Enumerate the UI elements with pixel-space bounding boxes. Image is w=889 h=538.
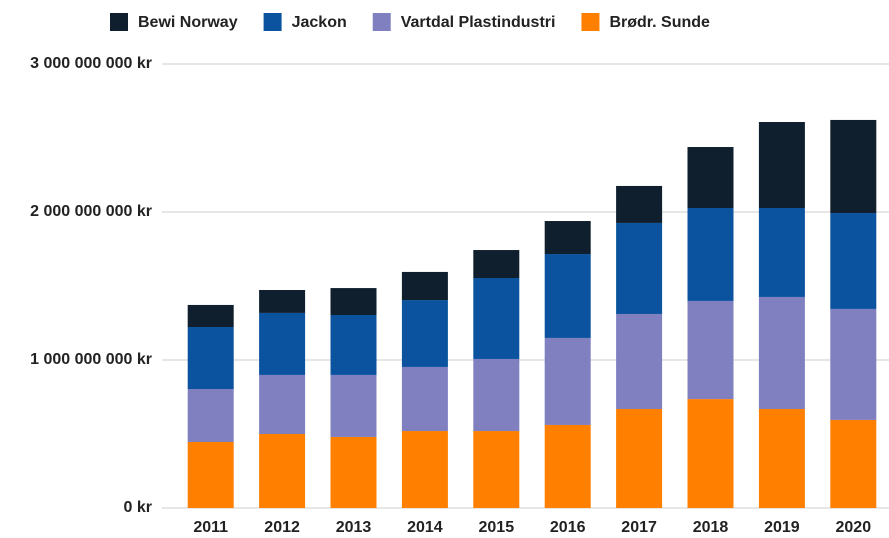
bar-segment	[687, 399, 734, 508]
bar-segment	[259, 434, 306, 508]
bar-segment	[830, 119, 877, 214]
bar-segment	[544, 254, 591, 338]
bar-segment	[758, 208, 805, 297]
bar-segment	[473, 358, 520, 432]
bar-segment	[544, 424, 591, 508]
bar-segment	[330, 436, 377, 508]
legend-label: Vartdal Plastindustri	[401, 14, 556, 31]
bar-segment	[616, 185, 663, 223]
x-tick-label: 2016	[550, 519, 586, 536]
bar-segment	[473, 250, 520, 279]
bar-segment	[687, 208, 734, 301]
y-tick-label: 0 kr	[124, 499, 152, 516]
x-tick-label: 2014	[407, 519, 443, 536]
x-tick-label: 2018	[693, 519, 729, 536]
bar-segment	[259, 374, 306, 434]
bar-segment	[187, 389, 234, 442]
legend-swatch	[263, 13, 282, 31]
bar-segment	[330, 288, 377, 316]
bar-segment	[758, 296, 805, 409]
bar-segment	[616, 408, 663, 508]
y-tick-label: 2 000 000 000 kr	[30, 203, 152, 220]
x-tick-label: 2013	[336, 519, 372, 536]
bar-segment	[616, 222, 663, 314]
bar-segment	[687, 147, 734, 209]
legend-label: Bewi Norway	[138, 14, 238, 31]
bar-segment	[401, 271, 448, 301]
bar-segment	[830, 213, 877, 309]
x-tick-label: 2011	[193, 519, 228, 536]
bar-segment	[830, 419, 877, 508]
legend-label: Jackon	[292, 14, 347, 31]
bar-segment	[473, 278, 520, 359]
bar-segment	[758, 122, 805, 209]
bar-segment	[758, 408, 805, 508]
bar-segment	[544, 337, 591, 425]
bar-segment	[544, 221, 591, 255]
bar-segment	[830, 308, 877, 420]
bar-segment	[401, 431, 448, 508]
x-tick-label: 2017	[621, 519, 657, 536]
x-tick-label: 2015	[479, 519, 515, 536]
y-tick-label: 1 000 000 000 kr	[30, 351, 152, 368]
bar-segment	[187, 441, 234, 508]
bar-segment	[187, 304, 234, 327]
legend-swatch	[581, 13, 600, 31]
legend-swatch	[372, 13, 391, 31]
bar-segment	[616, 313, 663, 409]
bar-segment	[259, 289, 306, 313]
bar-segment	[401, 300, 448, 367]
bar-segment	[330, 315, 377, 375]
legend-swatch	[110, 13, 128, 31]
bar-segment	[330, 374, 377, 437]
legend-label: Brødr. Sunde	[609, 14, 710, 31]
bar-segment	[259, 312, 306, 375]
x-tick-label: 2012	[264, 519, 300, 536]
bar-segment	[473, 431, 520, 508]
y-tick-label: 3 000 000 000 kr	[30, 55, 152, 72]
bar-segment	[687, 300, 734, 400]
x-tick-label: 2019	[764, 519, 800, 536]
x-tick-label: 2020	[836, 519, 872, 536]
bar-segment	[187, 326, 234, 390]
bar-segment	[401, 366, 448, 432]
